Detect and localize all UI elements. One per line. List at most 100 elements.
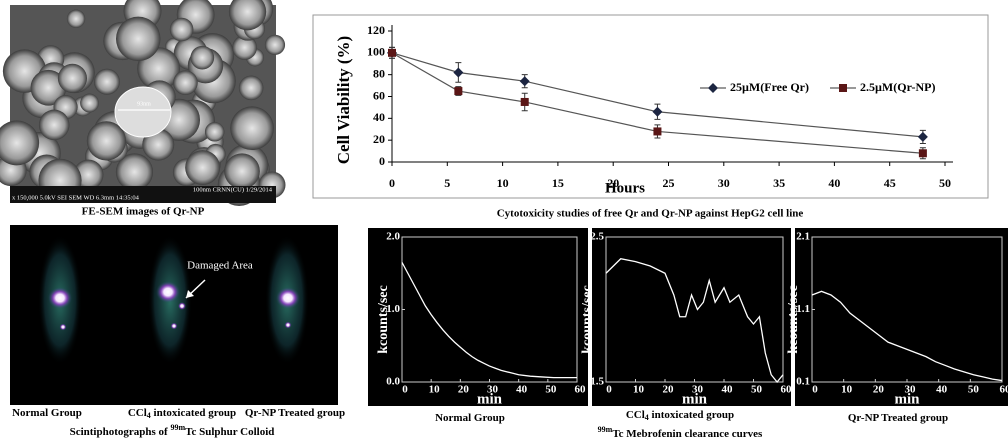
sem-scale: 93nm [137, 101, 151, 107]
caption-text: CCl [626, 409, 645, 421]
x-tick-label: 40 [722, 384, 734, 396]
sem-info-bar [10, 186, 276, 203]
series-line [391, 52, 923, 138]
x-tick-label: 0 [389, 176, 395, 190]
y-tick-label: 120 [367, 23, 385, 37]
x-tick-label: 45 [884, 176, 896, 190]
x-tick-label: 30 [905, 384, 917, 396]
mouse [38, 235, 82, 365]
y-axis-label: kcounts/sec [786, 285, 801, 353]
sup: 99m [170, 423, 185, 432]
caption-text: Qr-NP Treated group [245, 407, 345, 419]
legend-label: 2.5µM(Qr-NP) [860, 80, 935, 94]
y-tick-label: 2.5 [590, 231, 604, 243]
particle [38, 109, 70, 141]
x-tick-label: 20 [873, 384, 885, 396]
x-tick-label: 10 [497, 176, 509, 190]
y-tick-label: 80 [373, 66, 385, 80]
annotation: Damaged Area [187, 260, 253, 272]
sem-info: 100nm CRNN(CU) 1/29/2014 [193, 186, 273, 193]
series-line [401, 262, 577, 379]
y-tick-label: 0 [379, 154, 385, 168]
particle [86, 121, 127, 161]
x-tick-label: 30 [718, 176, 730, 190]
point [917, 131, 928, 142]
particle [169, 17, 194, 42]
panel-bg [368, 228, 588, 406]
sem-highlight-particle [114, 86, 172, 138]
y-tick-label: 0.1 [796, 376, 810, 388]
x-tick-label: 50 [751, 384, 763, 396]
x-tick-label: 30 [487, 384, 499, 396]
particle [115, 16, 161, 62]
caption: Qr-NP Treated group [848, 412, 948, 424]
particle [190, 45, 215, 70]
caption: CCl4 intoxicated group [626, 409, 734, 422]
mouse [148, 235, 192, 365]
caption-text: CCl [128, 407, 147, 419]
legend-label: 25µM(Free Qr) [730, 80, 809, 94]
panel-bg [592, 228, 791, 406]
caption: Scintiphotographs of 99mTc Sulphur Collo… [70, 423, 275, 438]
caption-text: Qr-NP Treated group [848, 412, 948, 424]
point [519, 76, 530, 87]
point [454, 87, 463, 96]
x-tick-label: 50 [545, 384, 557, 396]
x-tick-label: 50 [939, 176, 951, 190]
particle [185, 150, 221, 185]
x-tick-label: 30 [692, 384, 704, 396]
y-tick-label: 60 [373, 88, 385, 102]
caption-text: Scintiphotographs of [70, 426, 171, 438]
x-tick-label: 20 [458, 384, 470, 396]
point [918, 149, 927, 158]
caption-text: Tc Mebrofenin clearance curves [612, 428, 763, 440]
point [520, 97, 529, 106]
mouse [265, 235, 309, 365]
caption: FE-SEM images of Qr-NP [82, 206, 205, 218]
particle [0, 120, 40, 166]
point [708, 83, 718, 93]
point [653, 127, 662, 136]
y-axis-label: kcounts/sec [376, 285, 391, 353]
caption: Normal Group [12, 407, 82, 419]
x-tick-label: 20 [607, 176, 619, 190]
caption-text: intoxicated group [151, 407, 236, 419]
x-tick-label: 35 [773, 176, 785, 190]
x-tick-label: 10 [841, 384, 853, 396]
particle [57, 63, 88, 93]
x-tick-label: 0 [402, 384, 408, 396]
particle [228, 0, 267, 31]
x-tick-label: 0 [606, 384, 612, 396]
y-axis-label: Cell Viability (%) [334, 36, 353, 164]
x-axis-label: min [682, 391, 708, 407]
y-tick-label: 20 [373, 132, 385, 146]
panel-bg [795, 228, 1008, 406]
x-axis-label: min [894, 391, 920, 407]
particle [204, 122, 225, 142]
x-tick-label: 50 [968, 384, 980, 396]
particle [238, 75, 264, 101]
caption: CCl4 intoxicated group [128, 407, 236, 420]
x-axis-label: min [477, 391, 503, 407]
caption: Cytotoxicity studies of free Qr and Qr-N… [497, 208, 804, 220]
sub: 4 [645, 413, 649, 422]
x-tick-label: 60 [575, 384, 587, 396]
x-tick-label: 40 [516, 384, 528, 396]
particle [80, 93, 99, 113]
particle [66, 9, 86, 28]
caption: Qr-NP Treated group [245, 407, 345, 419]
x-tick-label: 60 [781, 384, 793, 396]
x-tick-label: 40 [828, 176, 840, 190]
sem-info: x 150,000 5.0kV SEI SEM WD 6.3mm 14:35:0… [12, 194, 140, 201]
point [652, 106, 663, 117]
y-tick-label: 40 [373, 110, 385, 124]
x-tick-label: 0 [812, 384, 818, 396]
particle [115, 153, 154, 191]
caption-text: Normal Group [435, 412, 505, 424]
point [453, 67, 464, 78]
y-tick-label: 0.0 [386, 376, 400, 388]
y-tick-label: 2.1 [796, 231, 810, 243]
series-line [605, 258, 784, 384]
y-axis-label: kcounts/sec [580, 285, 595, 353]
